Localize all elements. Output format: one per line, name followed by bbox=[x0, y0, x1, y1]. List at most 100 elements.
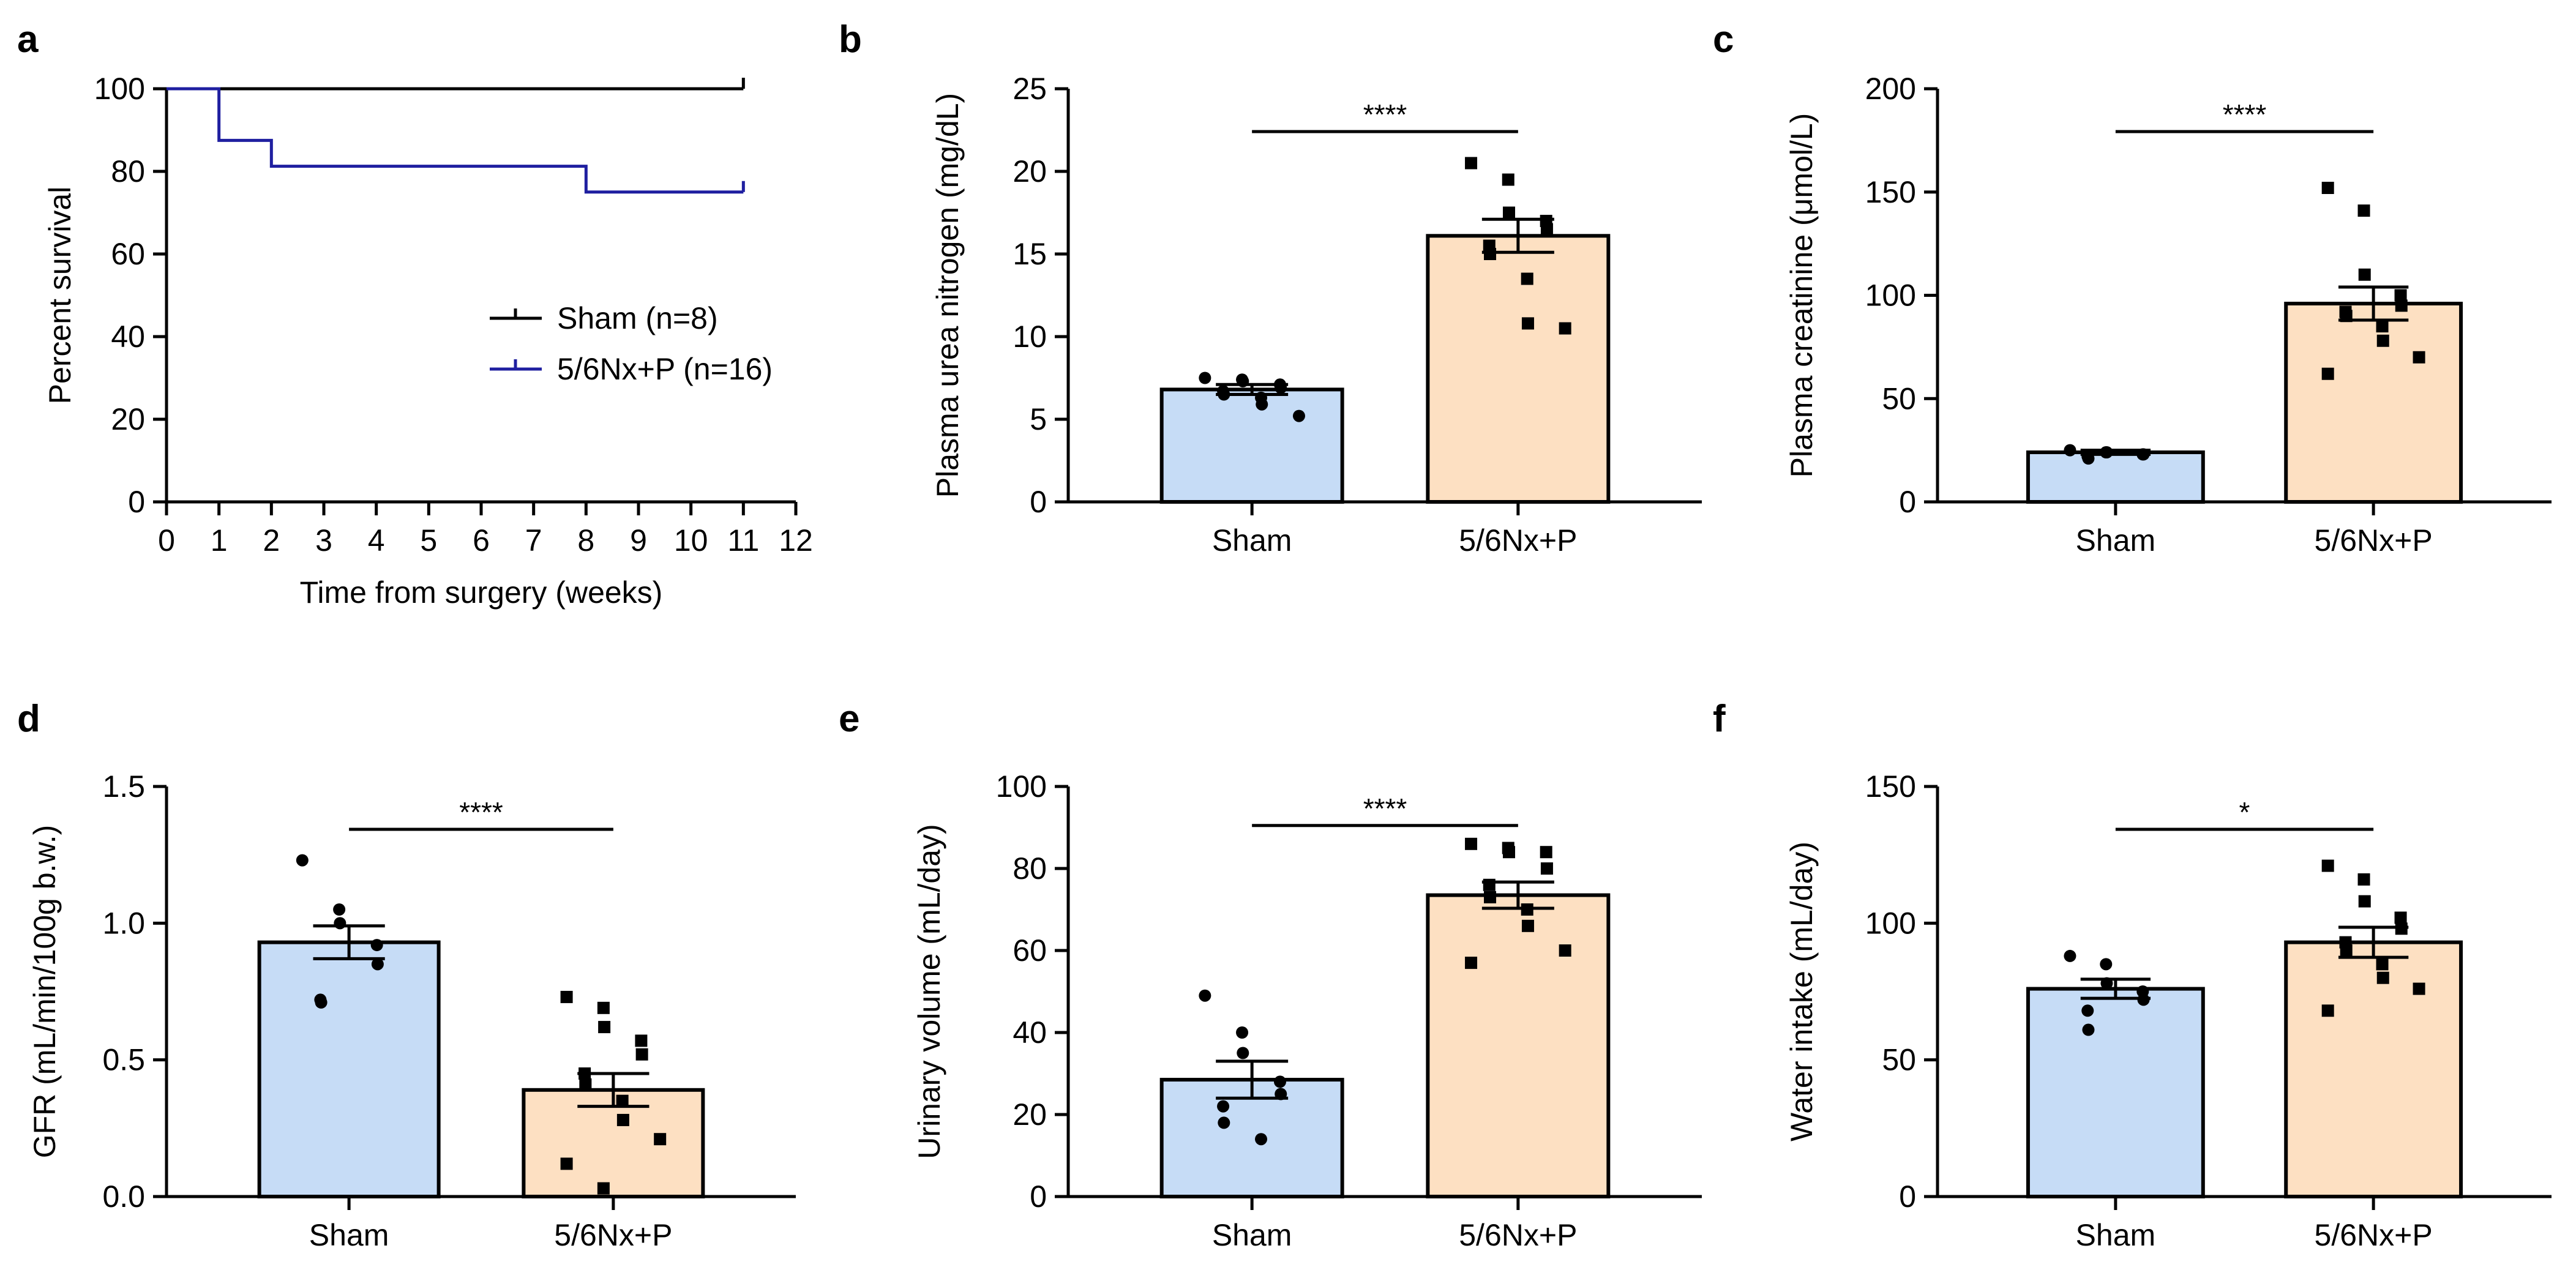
data-point bbox=[315, 996, 328, 1009]
y-tick-label: 200 bbox=[1865, 72, 1916, 106]
panel-letter: c bbox=[1713, 18, 1734, 61]
panel-letter: e bbox=[839, 698, 859, 740]
data-point bbox=[1502, 846, 1515, 859]
data-point bbox=[1559, 322, 1571, 335]
data-point bbox=[2321, 367, 2334, 380]
y-tick-label: 5 bbox=[1030, 402, 1047, 436]
data-point bbox=[2357, 204, 2370, 217]
x-tick-label: 7 bbox=[525, 523, 542, 558]
data-point bbox=[1199, 372, 1211, 384]
data-point bbox=[1255, 1133, 1268, 1146]
data-point bbox=[296, 854, 309, 867]
data-point bbox=[2376, 320, 2389, 333]
x-tick-label: 0 bbox=[158, 523, 175, 558]
data-point bbox=[560, 990, 573, 1003]
x-tick-label: 9 bbox=[630, 523, 647, 558]
y-tick-label: 25 bbox=[1013, 72, 1047, 106]
y-tick-label: 60 bbox=[1013, 933, 1047, 968]
data-point bbox=[2321, 1004, 2334, 1017]
data-point bbox=[597, 1001, 610, 1014]
data-point bbox=[334, 917, 346, 930]
data-point bbox=[1483, 878, 1496, 891]
data-point bbox=[1484, 248, 1497, 260]
x-tick-label: 4 bbox=[368, 523, 385, 558]
data-point bbox=[1199, 989, 1211, 1002]
bar-1 bbox=[1426, 234, 1611, 504]
data-point bbox=[1256, 398, 1268, 411]
data-point bbox=[2394, 289, 2407, 302]
data-point bbox=[1465, 957, 1478, 969]
data-point bbox=[2100, 977, 2113, 990]
y-axis-label: Percent survival bbox=[43, 187, 77, 405]
data-point bbox=[1237, 1047, 1249, 1059]
data-point bbox=[2100, 446, 2113, 458]
data-point bbox=[1540, 846, 1552, 859]
data-point bbox=[1292, 409, 1305, 422]
y-tick-label: 0.5 bbox=[102, 1043, 145, 1077]
panel-letter: b bbox=[839, 18, 862, 61]
y-tick-label: 0 bbox=[1030, 485, 1047, 519]
y-axis-label: Plasma creatinine (μmol/L) bbox=[1784, 113, 1819, 478]
data-point bbox=[560, 1157, 573, 1170]
y-tick-label: 20 bbox=[1013, 154, 1047, 189]
data-point bbox=[2357, 873, 2370, 886]
data-point bbox=[2395, 299, 2408, 312]
data-point bbox=[1521, 317, 1534, 330]
y-axis-label: Urinary volume (mL/day) bbox=[912, 824, 946, 1159]
data-point bbox=[654, 1133, 667, 1146]
y-tick-label: 100 bbox=[996, 769, 1047, 804]
x-tick-label: Sham bbox=[2076, 1218, 2156, 1252]
data-point bbox=[1502, 173, 1515, 186]
data-point bbox=[2358, 268, 2371, 281]
data-point bbox=[2413, 351, 2425, 364]
y-tick-label: 10 bbox=[1013, 319, 1047, 354]
x-tick-label: Sham bbox=[1212, 523, 1292, 558]
x-tick-label: 2 bbox=[263, 523, 280, 558]
panel-b: b 0 5 10 15 20 25 Sham 5/6Nx+P **** Plasma urea ni… bbox=[839, 18, 1702, 558]
data-point bbox=[2064, 444, 2076, 457]
data-point bbox=[2376, 958, 2389, 971]
data-point bbox=[597, 1182, 610, 1195]
y-tick-label: 40 bbox=[1013, 1015, 1047, 1050]
data-point bbox=[1559, 944, 1571, 957]
y-axis-label: Water intake (mL/day) bbox=[1784, 842, 1819, 1141]
data-point bbox=[333, 903, 346, 916]
y-tick-label: 0 bbox=[1899, 1179, 1916, 1214]
x-tick-label: 8 bbox=[577, 523, 594, 558]
y-tick-label: 100 bbox=[94, 72, 145, 106]
data-point bbox=[1502, 206, 1515, 219]
x-tick-label: 5/6Nx+P bbox=[1459, 1218, 1577, 1252]
data-point bbox=[2064, 949, 2076, 962]
x-tick-label: Sham bbox=[1212, 1218, 1292, 1252]
significance-stars: **** bbox=[2223, 99, 2267, 130]
y-tick-label: 80 bbox=[1013, 851, 1047, 886]
data-point bbox=[371, 958, 384, 971]
x-axis-label: Time from surgery (weeks) bbox=[300, 575, 663, 610]
data-point bbox=[1465, 157, 1478, 170]
data-point bbox=[1217, 1100, 1230, 1113]
x-tick-label: 3 bbox=[315, 523, 332, 558]
y-tick-label: 50 bbox=[1882, 1043, 1916, 1077]
y-tick-label: 150 bbox=[1865, 769, 1916, 804]
y-tick-label: 80 bbox=[111, 154, 145, 189]
y-tick-label: 40 bbox=[111, 319, 145, 354]
y-tick-label: 15 bbox=[1013, 237, 1047, 271]
x-tick-label: Sham bbox=[2076, 523, 2156, 558]
data-point bbox=[370, 939, 383, 952]
data-point bbox=[635, 1048, 648, 1061]
panel-c: c 0 50 100 150 200 Sham 5/6Nx+P **** Plasma creat… bbox=[1713, 18, 2552, 558]
data-point bbox=[1275, 381, 1287, 394]
significance-stars: **** bbox=[1363, 99, 1407, 130]
data-point bbox=[1273, 1075, 1286, 1088]
y-tick-label: 150 bbox=[1865, 175, 1916, 209]
legend-entry: Sham (n=8) bbox=[557, 301, 718, 335]
data-point bbox=[2358, 895, 2371, 908]
data-point bbox=[616, 1094, 629, 1107]
x-tick-label: 5/6Nx+P bbox=[2315, 1218, 2433, 1252]
x-tick-label: 1 bbox=[211, 523, 228, 558]
x-tick-label: 11 bbox=[727, 523, 759, 558]
data-point bbox=[2413, 982, 2425, 995]
legend-entry: 5/6Nx+P (n=16) bbox=[557, 352, 773, 386]
y-tick-label: 0.0 bbox=[102, 1179, 145, 1214]
